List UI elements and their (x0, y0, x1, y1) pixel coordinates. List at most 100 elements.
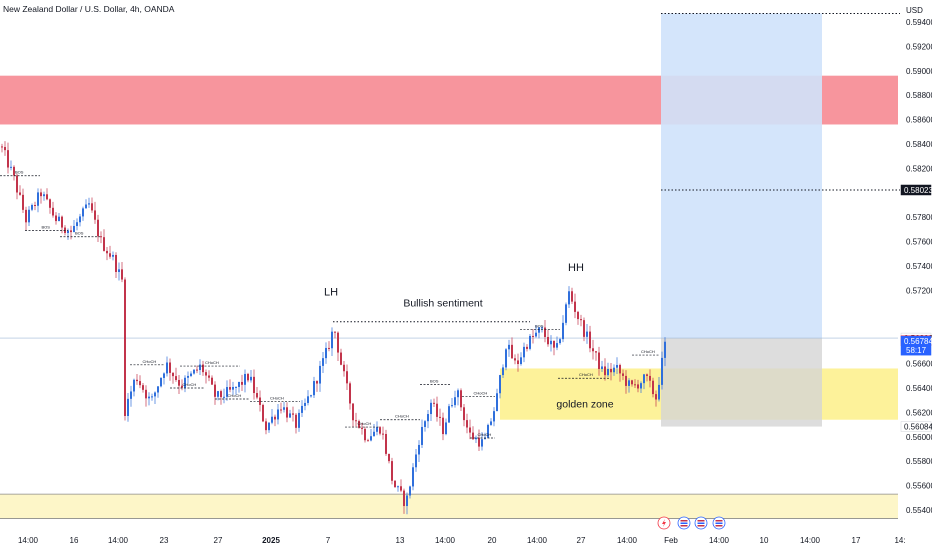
candle-body (550, 340, 552, 345)
candle-body (403, 490, 405, 507)
symbol-title[interactable]: New Zealand Dollar / U.S. Dollar, 4h, OA… (3, 4, 175, 14)
candle-body (37, 192, 39, 206)
candle-body (319, 365, 321, 384)
candle-body (4, 146, 6, 151)
candle-body (640, 383, 642, 389)
candles-layer (1, 141, 666, 515)
candle-body (67, 230, 69, 233)
flag-stripe (680, 522, 688, 524)
candle-body (541, 327, 543, 329)
time-tick: 27 (214, 536, 223, 545)
candle-body (337, 332, 339, 353)
candle-body (547, 336, 549, 345)
candle-body (16, 175, 18, 193)
candle-body (577, 311, 579, 320)
candle-body (181, 385, 183, 388)
candle-body (385, 433, 387, 454)
candle-body (19, 192, 21, 195)
candle-body (268, 422, 270, 431)
candle-body (82, 208, 84, 217)
candle-body (52, 207, 54, 216)
candle-body (109, 253, 111, 257)
flag-icon (677, 516, 691, 530)
candle-body (73, 225, 75, 233)
candle-body (247, 373, 249, 381)
candle-body (610, 368, 612, 373)
candle-body (556, 343, 558, 348)
flag-stripe (715, 520, 723, 522)
candle-body (523, 346, 525, 358)
flag-icon (694, 516, 708, 530)
currency-label[interactable]: USD (906, 6, 923, 15)
candle-body (43, 194, 45, 197)
price-badge (900, 335, 932, 356)
candle-body (277, 409, 279, 420)
candle-body (526, 346, 528, 349)
candle-body (232, 386, 234, 390)
candle-body (658, 384, 660, 400)
candle-body (406, 495, 408, 507)
candle-body (616, 364, 618, 368)
time-tick: 14:00 (18, 536, 39, 545)
candle-body (511, 344, 513, 359)
flag-stripe (697, 522, 705, 524)
candle-body (28, 209, 30, 223)
candle-body (286, 407, 288, 418)
candle-body (418, 444, 420, 455)
annotation-1: HH (568, 262, 584, 274)
candle-body (157, 386, 159, 393)
candle-body (565, 304, 567, 323)
candle-body (70, 230, 72, 233)
candle-body (229, 387, 231, 390)
candle-body (331, 331, 333, 349)
time-tick: 14:00 (800, 536, 821, 545)
candle-body (322, 358, 324, 366)
candle-body (142, 385, 144, 390)
candle-body (394, 480, 396, 488)
time-tick: 7 (326, 536, 331, 545)
time-tick: 10 (760, 536, 769, 545)
candle-body (514, 358, 516, 361)
candle-body (442, 417, 444, 435)
candle-body (244, 373, 246, 385)
demand-zone-bottom (0, 494, 898, 519)
flag-stripe (680, 525, 688, 527)
candle-body (124, 279, 126, 416)
candle-body (220, 391, 222, 398)
candle-body (421, 426, 423, 445)
price-badge-label: 0.56784 (904, 337, 932, 346)
candle-body (49, 199, 51, 208)
candle-body (7, 150, 9, 168)
candle-body (97, 219, 99, 237)
candle-body (436, 403, 438, 417)
flag-stripe (715, 525, 723, 527)
candle-body (310, 395, 312, 397)
structure-label: BOS (430, 378, 439, 383)
structure-label: CHoCH (395, 414, 409, 419)
candle-body (238, 381, 240, 387)
candle-body (520, 357, 522, 365)
candle-body (106, 250, 108, 254)
candle-body (280, 409, 282, 411)
candle-body (496, 393, 498, 412)
candle-body (334, 331, 336, 333)
candle-body (190, 373, 192, 376)
candle-body (262, 404, 264, 422)
time-axis[interactable]: 14:00 16 14:00 23 27 2025 7 13 14:00 20 14:00 27 14:… (18, 516, 906, 545)
candle-body (172, 372, 174, 377)
candle-body (127, 398, 129, 416)
candle-body (295, 414, 297, 428)
candle-body (352, 403, 354, 421)
candle-body (271, 416, 273, 423)
candle-body (538, 327, 540, 333)
candle-body (349, 383, 351, 404)
candle-body (256, 393, 258, 398)
structure-label: CHoCH (205, 360, 219, 365)
